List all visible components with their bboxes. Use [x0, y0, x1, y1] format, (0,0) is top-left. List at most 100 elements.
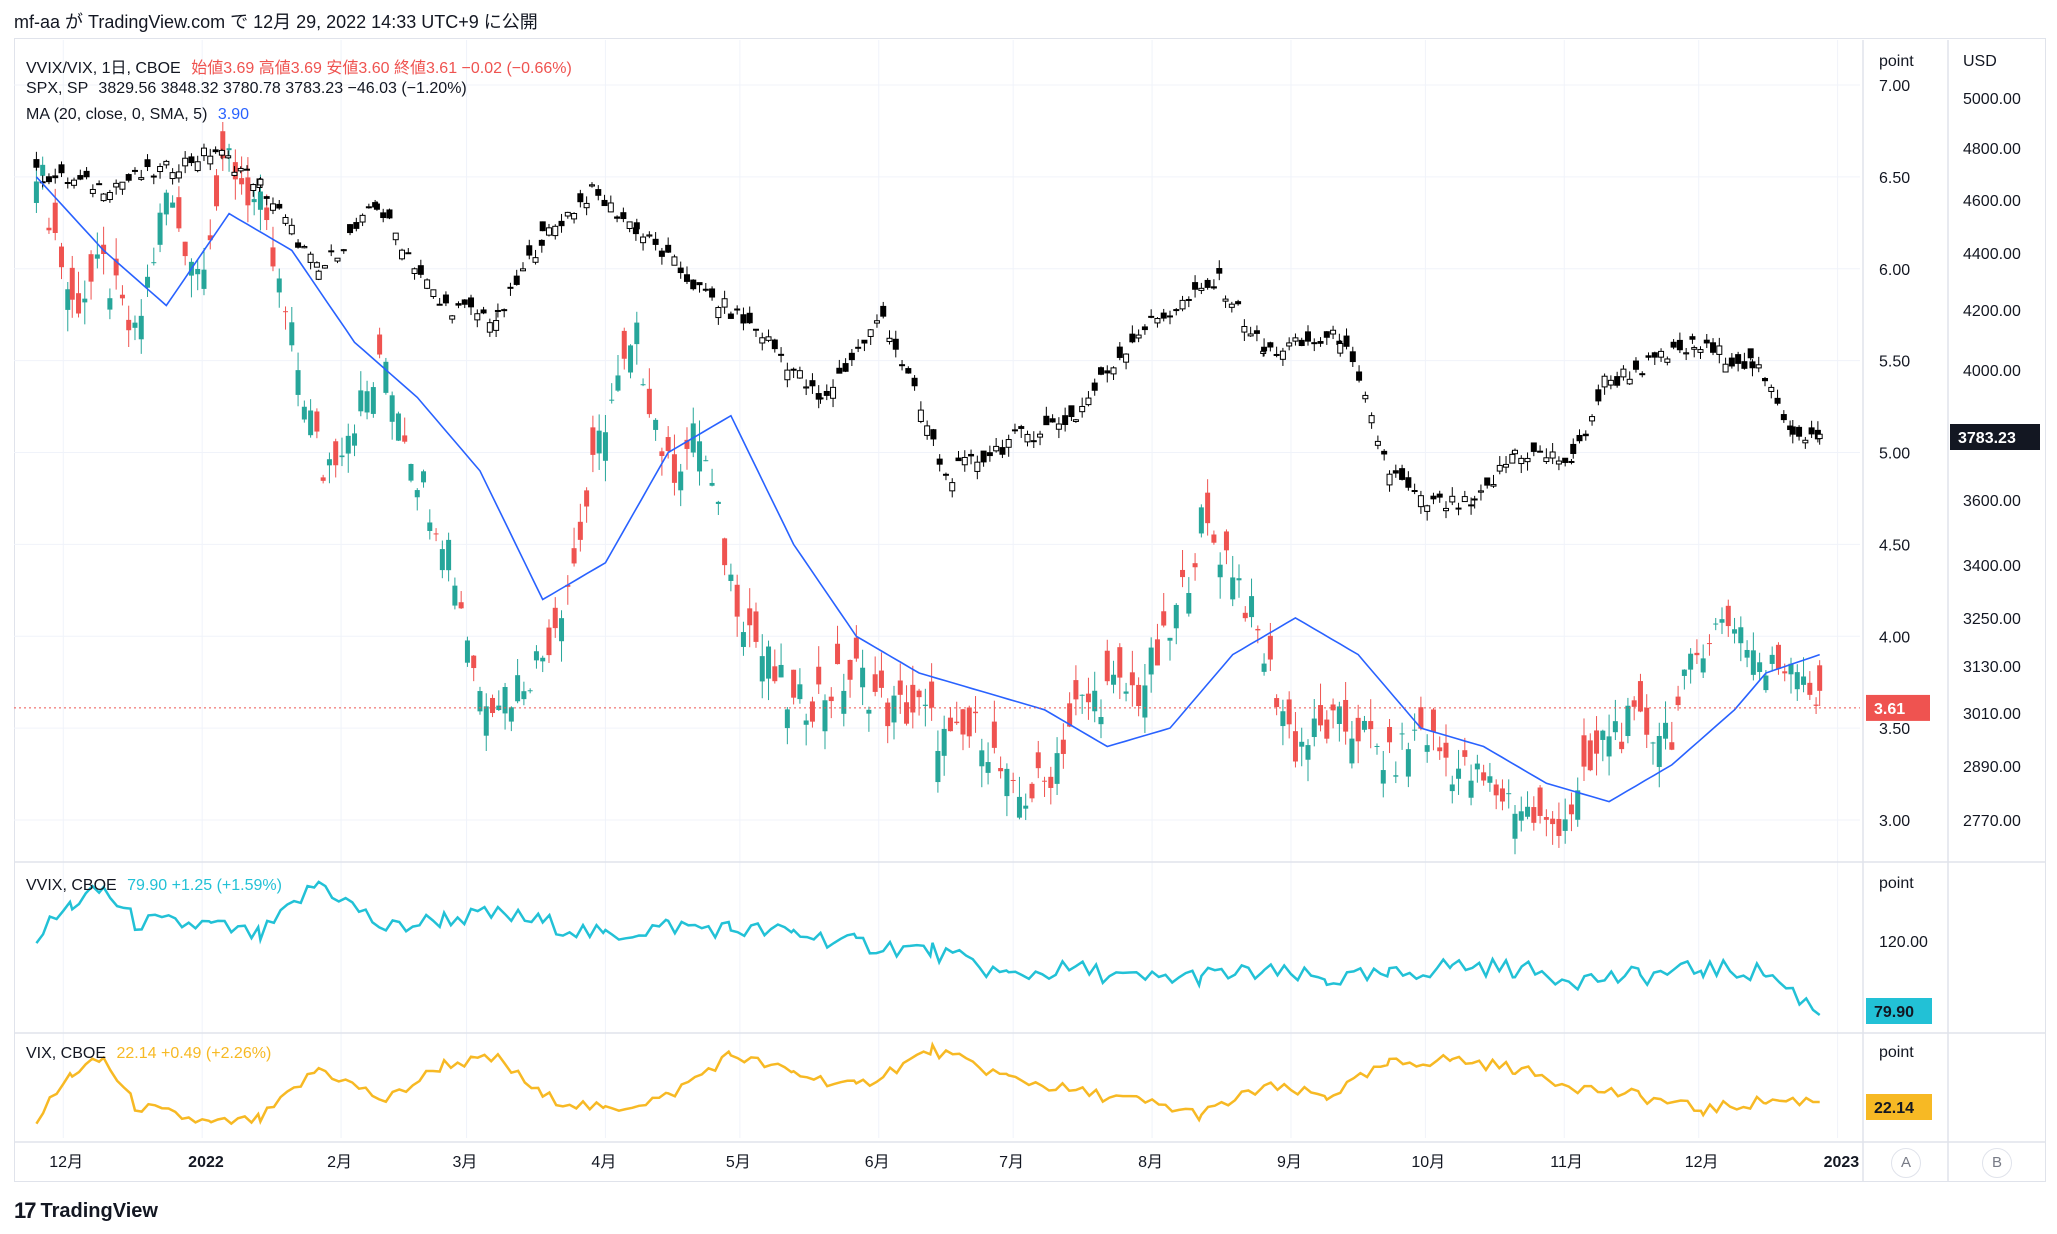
legend-vix-value: 22.14 +0.49 (+2.26%)	[116, 1045, 272, 1062]
spx-candle	[1173, 309, 1180, 312]
vvix-vix-candle	[621, 330, 627, 359]
spx-candle	[658, 250, 665, 257]
spx-candle	[721, 298, 728, 308]
vvix-vix-candle	[985, 762, 991, 773]
spx-candle	[1241, 326, 1248, 333]
spx-candle	[1703, 339, 1710, 344]
x-tick-label: 5月	[726, 1154, 751, 1171]
vvix-vix-candle	[979, 750, 985, 767]
spx-candle	[539, 221, 546, 232]
vvix-vix-candle	[1694, 652, 1700, 656]
spx-candle	[646, 234, 653, 237]
vvix-vix-candle	[107, 298, 113, 310]
spx-candle	[392, 232, 399, 241]
vvix-vix-candle	[245, 177, 251, 206]
x-tick-label: 11月	[1550, 1154, 1583, 1171]
spx-candle	[52, 175, 59, 179]
vvix-vix-candle	[885, 702, 891, 727]
vvix-vix-candle	[853, 637, 859, 659]
legend-vix[interactable]: VIX, CBOE 22.14 +0.49 (+2.26%)	[26, 1045, 271, 1063]
spx-candle	[1091, 382, 1098, 391]
vvix-vix-candle	[533, 651, 539, 661]
spx-candle	[980, 450, 987, 463]
spx-candle	[417, 265, 424, 275]
spx-candle	[1261, 346, 1268, 352]
legend-vvix[interactable]: VVIX, CBOE 79.90 +1.25 (+1.59%)	[26, 877, 282, 895]
vvix-vix-candle	[377, 334, 383, 355]
vvix-vix-candle	[515, 675, 521, 702]
vvix-vix-candle	[1154, 639, 1160, 666]
vvix-vix-candle	[320, 477, 326, 481]
spx-candle	[1362, 394, 1369, 400]
spx-candle	[157, 166, 164, 173]
vvix-vix-candle	[1688, 653, 1694, 670]
chart-frame[interactable]	[14, 38, 2046, 1182]
spx-candle	[96, 183, 103, 186]
vvix-vix-candle	[784, 709, 790, 729]
vvix-vix-candle	[1211, 534, 1217, 543]
spx-candle	[1639, 373, 1646, 376]
scale-b-button[interactable]: B	[1982, 1148, 2012, 1178]
spx-candle	[1468, 504, 1475, 507]
vvix-vix-candle	[1311, 718, 1317, 738]
legend-vvix-vix[interactable]: VVIX/VIX, 1日, CBOE 始値3.69 高値3.69 安値3.60 …	[26, 54, 572, 78]
spx-candle	[1141, 326, 1148, 331]
spx-candle	[1235, 301, 1242, 305]
spx-candle	[1490, 484, 1497, 487]
spx-candle	[455, 303, 462, 306]
vvix-vix-candle	[270, 247, 276, 267]
spx-candle	[601, 199, 608, 207]
spx-candles	[33, 143, 1823, 521]
vvix-vix-candle	[483, 706, 489, 736]
spx-candle	[359, 214, 366, 223]
vvix-vix-candle	[947, 717, 953, 732]
vvix-vix-candle	[1418, 707, 1424, 729]
spx-candle	[424, 279, 431, 289]
spx-candle	[955, 457, 962, 462]
spx-candle	[936, 458, 943, 465]
vvix-vix-candle	[1437, 747, 1443, 752]
publish-header: mf-aa が TradingView.com で 12月 29, 2022 1…	[14, 12, 538, 32]
spx-candle	[1005, 439, 1012, 448]
spx-candle	[1292, 337, 1299, 342]
vvix-vix-candle	[395, 413, 401, 441]
vvix-vix-candle	[1042, 780, 1048, 782]
spx-candle	[1710, 342, 1717, 353]
vvix-vix-candle	[1738, 627, 1744, 644]
vvix-vix-candle	[1669, 742, 1675, 750]
vvix-line	[35, 880, 1821, 1016]
spx-candle	[532, 257, 539, 263]
spx-candle	[1298, 339, 1305, 347]
vvix-vix-candle	[1267, 635, 1273, 660]
spx-candle	[328, 250, 335, 253]
legend-spx[interactable]: SPX, SP 3829.56 3848.32 3780.78 3783.23 …	[26, 80, 467, 98]
vvix-vix-candle	[916, 690, 922, 698]
vvix-vix-candle	[52, 202, 58, 234]
vvix-vix-candle	[1644, 707, 1650, 735]
vvix-vix-candle	[1499, 788, 1505, 802]
spx-candle	[571, 213, 578, 220]
spx-candle	[1576, 434, 1583, 442]
spx-candle	[1417, 495, 1424, 508]
spx-candle	[461, 299, 468, 305]
vvix-vix-candle	[935, 750, 941, 783]
spx-candle	[1123, 353, 1130, 363]
vvix-vix-candle	[1713, 623, 1719, 625]
y-tick-left: 6.00	[1879, 262, 1910, 279]
spx-candle	[1780, 414, 1787, 421]
vvix-vix-candle	[1449, 784, 1455, 792]
spx-candle	[1216, 268, 1223, 274]
spx-candle	[759, 337, 766, 344]
vvix-vix-candle	[1706, 643, 1712, 645]
vvix-vix-candle	[998, 768, 1004, 772]
vvix-vix-candle	[145, 276, 151, 288]
spx-candle	[1496, 464, 1503, 472]
spx-candle	[974, 461, 981, 472]
auto-scale-button[interactable]: A	[1891, 1148, 1921, 1178]
spx-candle	[212, 149, 219, 153]
spx-candle	[71, 179, 78, 186]
vvix-vix-candle	[1299, 741, 1305, 747]
legend-ma[interactable]: MA (20, close, 0, SMA, 5) 3.90	[26, 106, 249, 124]
vvix-vix-candle	[1518, 811, 1524, 821]
